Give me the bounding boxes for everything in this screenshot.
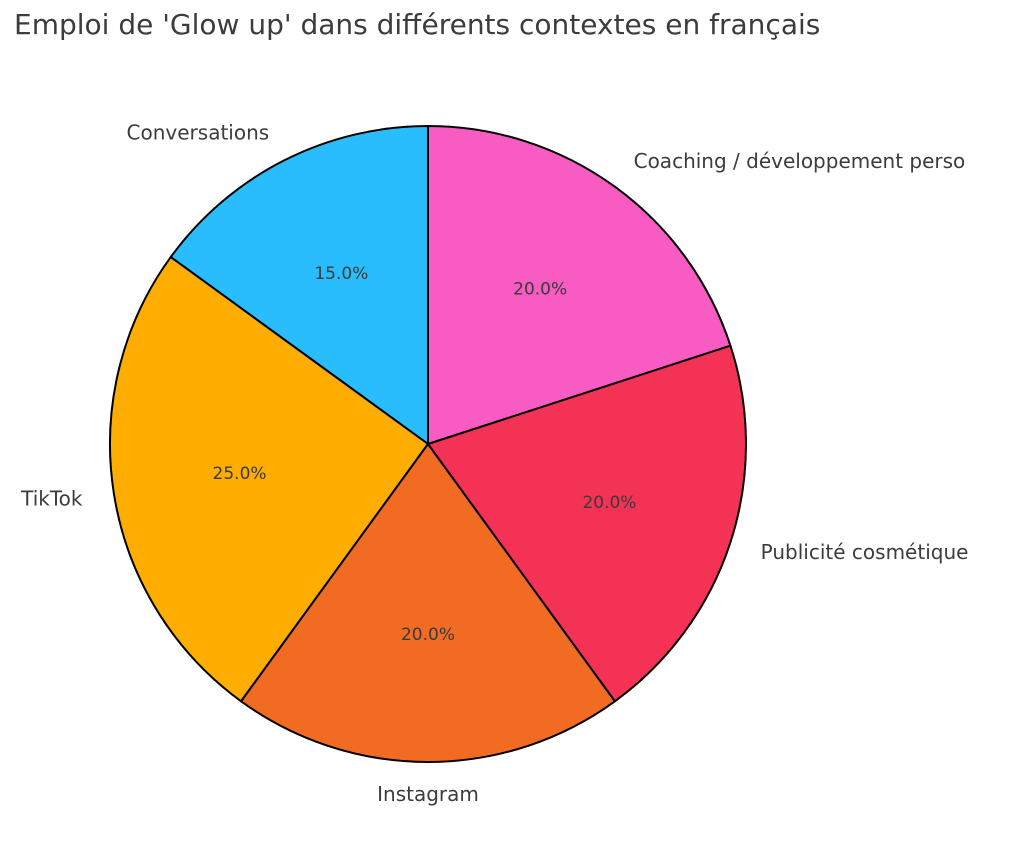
category-label-publicite-cosmetique: Publicité cosmétique — [761, 540, 969, 564]
percent-labels: 20.0% 15.0% 25.0% 20.0% 20.0% — [213, 264, 637, 645]
slice-publicite-cosmetique — [427, 344, 747, 703]
slice-coaching-developpement-perso — [427, 125, 732, 445]
chart-title: Emploi de 'Glow up' dans différents cont… — [14, 8, 821, 41]
percent-label-tiktok: 25.0% — [213, 464, 267, 484]
pie-slices — [109, 125, 747, 763]
category-labels: Coaching / développement perso Conversati… — [20, 120, 968, 805]
percent-label-coaching-developpement-perso: 20.0% — [513, 280, 567, 300]
category-label-instagram: Instagram — [377, 782, 479, 806]
category-label-coaching-developpement-perso: Coaching / développement perso — [634, 149, 966, 173]
percent-label-conversations: 15.0% — [314, 264, 368, 284]
slice-conversations — [169, 125, 429, 445]
category-label-conversations: Conversations — [127, 120, 270, 144]
percent-label-publicite-cosmetique: 20.0% — [582, 493, 636, 513]
slice-tiktok — [109, 256, 429, 703]
percent-label-instagram: 20.0% — [401, 625, 455, 645]
category-label-tiktok: TikTok — [20, 487, 83, 511]
slice-instagram — [240, 443, 616, 763]
